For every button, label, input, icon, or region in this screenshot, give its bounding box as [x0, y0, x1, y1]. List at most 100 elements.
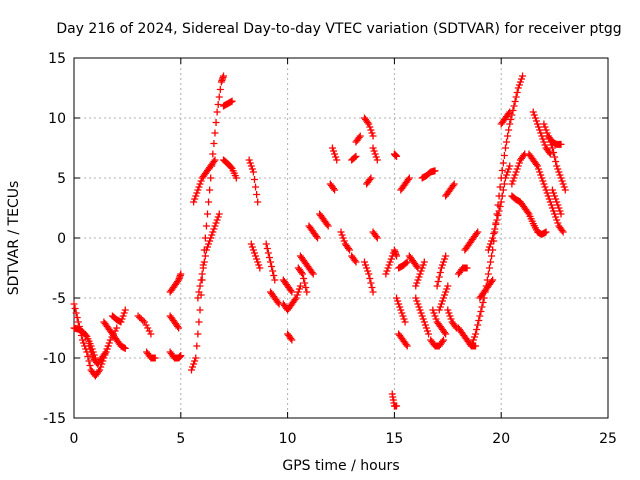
data-point-fill	[535, 123, 543, 131]
data-point	[369, 144, 377, 152]
data-point-fill	[214, 101, 222, 108]
data-point-fill	[490, 230, 498, 237]
series-t68	[548, 186, 565, 218]
data-point-fill	[552, 195, 560, 203]
data-point	[205, 198, 213, 206]
data-point-fill	[248, 165, 256, 173]
data-point-fill	[552, 158, 560, 165]
data-point	[140, 318, 148, 326]
data-point	[215, 210, 223, 218]
data-point-fill	[542, 126, 550, 134]
series-t50	[429, 306, 450, 338]
data-point-fill	[338, 231, 346, 239]
data-point-fill	[473, 230, 481, 237]
data-point-fill	[287, 335, 295, 342]
data-point-fill	[442, 288, 450, 296]
data-point-fill	[543, 189, 551, 197]
data-point-fill	[137, 315, 145, 323]
data-point	[540, 120, 548, 128]
data-point-fill	[517, 75, 525, 83]
series-t55	[454, 264, 471, 278]
data-point-fill	[485, 243, 493, 251]
data-point	[296, 282, 304, 290]
data-point-fill	[300, 275, 308, 282]
data-point-fill	[445, 309, 453, 317]
data-point-fill	[206, 186, 214, 194]
data-point-fill	[387, 255, 395, 263]
data-point	[534, 162, 542, 170]
series-t37	[369, 144, 381, 164]
data-point-fill	[438, 297, 446, 305]
data-point	[463, 264, 471, 272]
data-point-fill	[253, 255, 261, 263]
data-point-fill	[422, 324, 430, 332]
data-point	[510, 102, 518, 110]
data-point	[553, 162, 561, 170]
data-point-fill	[485, 264, 493, 272]
data-point-fill	[417, 267, 425, 275]
data-point-fill	[543, 129, 551, 137]
data-point-fill	[208, 231, 216, 239]
data-point-fill	[144, 324, 152, 332]
data-point	[369, 132, 377, 140]
data-point	[548, 186, 556, 194]
series-t35	[363, 174, 375, 188]
data-point-fill	[436, 303, 444, 311]
data-point	[559, 228, 567, 236]
data-point-fill	[105, 339, 113, 347]
data-point-fill	[370, 147, 378, 155]
data-point-fill	[438, 261, 446, 269]
data-point-fill	[399, 312, 407, 320]
data-point-fill	[383, 267, 391, 275]
data-point	[489, 276, 497, 284]
data-point	[467, 342, 475, 350]
data-point-fill	[396, 303, 404, 311]
data-point-fill	[530, 111, 538, 119]
data-point-fill	[478, 303, 486, 311]
data-point-fill	[297, 269, 305, 276]
series-t63	[508, 192, 550, 238]
data-point-fill	[86, 345, 94, 353]
data-point-fill	[507, 116, 515, 123]
data-point-fill	[366, 275, 374, 282]
data-point-fill	[97, 363, 105, 371]
data-point	[538, 132, 546, 140]
data-point-fill	[86, 362, 94, 369]
data-point-fill	[291, 296, 299, 303]
data-point-fill	[554, 165, 562, 173]
data-point-fill	[558, 177, 566, 185]
data-point-fill	[556, 207, 564, 215]
data-point-fill	[398, 309, 406, 317]
data-point-fill	[88, 351, 96, 359]
data-point	[393, 294, 401, 302]
data-point-fill	[197, 276, 205, 284]
data-point-fill	[120, 309, 128, 317]
data-point-fill	[513, 89, 521, 96]
x-tick-label: 25	[599, 431, 617, 447]
data-point-fill	[191, 357, 199, 365]
data-point-fill	[384, 264, 392, 272]
data-point	[534, 120, 542, 128]
data-point-fill	[340, 237, 348, 245]
x-axis-label: GPS time / hours	[282, 458, 399, 474]
data-point	[557, 174, 565, 182]
data-point	[538, 174, 546, 182]
data-point-fill	[418, 312, 426, 320]
data-point	[220, 72, 228, 80]
data-point	[177, 352, 185, 360]
data-point-fill	[503, 171, 511, 179]
series-t17	[247, 240, 264, 272]
data-point	[546, 150, 554, 158]
series-t23	[294, 264, 311, 296]
data-point	[508, 180, 516, 188]
series-t26	[316, 210, 332, 230]
data-point-fill	[414, 276, 422, 284]
data-point-fill	[560, 183, 568, 191]
data-point-fill	[367, 126, 375, 134]
series-t38	[382, 246, 401, 278]
data-point	[433, 282, 441, 290]
y-tick-label: -5	[52, 291, 66, 307]
data-point	[356, 132, 364, 140]
data-point-fill	[451, 323, 459, 330]
data-point	[256, 264, 264, 272]
